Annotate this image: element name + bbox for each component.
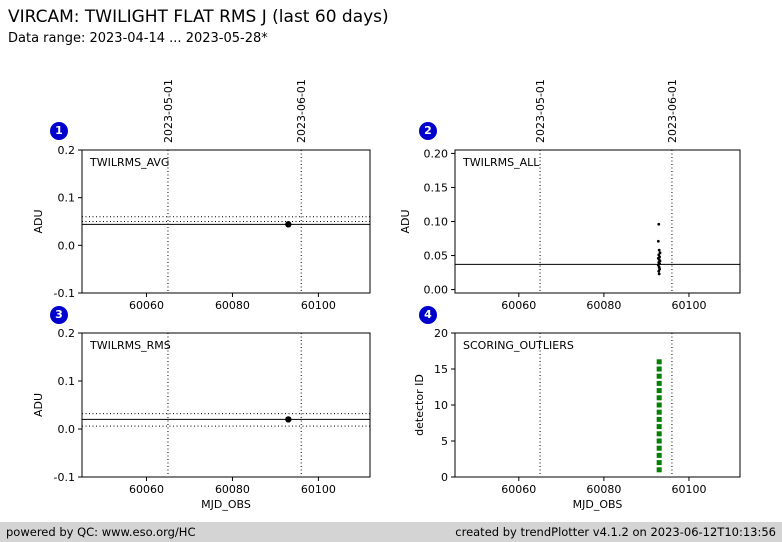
footer-created-by: created by trendPlotter v4.1.2 on 2023-0…: [455, 525, 776, 539]
outlier-marker: [656, 388, 662, 394]
data-point: [656, 239, 660, 243]
x-tick-label: 60060: [501, 299, 536, 312]
outlier-marker: [656, 380, 662, 386]
y-tick-label: -0.1: [54, 471, 75, 484]
x-tick-label: 60060: [129, 483, 164, 496]
y-tick-label: 10: [434, 399, 448, 412]
y-tick-label: 15: [434, 363, 448, 376]
outlier-marker: [656, 402, 662, 408]
outlier-marker: [656, 424, 662, 430]
footer-bar: powered by QC: www.eso.org/HC created by…: [0, 522, 782, 542]
panel-series-label: SCORING_OUTLIERS: [463, 339, 574, 352]
data-point: [657, 222, 661, 226]
y-tick-label: 0.0: [58, 239, 76, 252]
y-axis-label: ADU: [32, 209, 45, 233]
footer-powered-by: powered by QC: www.eso.org/HC: [6, 525, 196, 539]
y-tick-label: 0.0: [58, 423, 76, 436]
y-tick-label: 0.00: [424, 284, 449, 297]
x-axis-label: MJD_OBS: [201, 498, 251, 511]
y-tick-label: 0.15: [424, 181, 449, 194]
plot-frame: [454, 149, 741, 294]
data-point: [657, 272, 661, 276]
y-tick-label: 0.2: [58, 327, 76, 340]
x-tick-label: 60080: [586, 483, 621, 496]
panel-series-label: TWILRMS_RMS: [89, 339, 171, 352]
panel-4-badge[interactable]: 4: [419, 306, 437, 324]
panel-4: 60060 60080 60100 0 5 10 15 20 detector ID MJD_OB…: [413, 327, 741, 511]
x-tick-label: 60060: [501, 483, 536, 496]
x-tick-label: 60100: [301, 483, 336, 496]
y-tick-label: 20: [434, 327, 448, 340]
date-label: 2023-06-01: [295, 79, 308, 143]
x-tick-label: 60100: [301, 299, 336, 312]
x-tick-label: 60100: [671, 299, 706, 312]
panel-3: 60060 60080 60100 -0.1 0.0 0.1 0.2 ADU MJD_OBS TW…: [32, 327, 371, 511]
date-label: 2023-06-01: [666, 79, 679, 143]
y-tick-label: 0.10: [424, 216, 449, 229]
plot-frame: [454, 332, 741, 478]
y-tick-label: 0.20: [424, 147, 449, 160]
date-label: 2023-05-01: [162, 79, 175, 143]
panel-1: 2023-05-01 2023-06-01 60060 60080 60100 -0.1 0…: [32, 79, 371, 312]
y-axis-label: ADU: [32, 393, 45, 417]
data-point: [657, 248, 661, 252]
y-tick-label: 0.05: [424, 250, 449, 263]
plots-canvas: 2023-05-01 2023-06-01 60060 60080 60100 -0.1 0…: [32, 79, 741, 511]
y-tick-label: 0.1: [58, 192, 76, 205]
y-axis-label: ADU: [399, 209, 412, 233]
date-range-subtitle: Data range: 2023-04-14 ... 2023-05-28*: [8, 31, 268, 46]
y-tick-label: 0: [441, 471, 448, 484]
outlier-marker: [656, 438, 662, 444]
outlier-marker: [656, 452, 662, 458]
outlier-marker: [656, 467, 662, 473]
header: VIRCAM: TWILIGHT FLAT RMS J (last 60 day…: [8, 6, 389, 47]
data-point: [657, 269, 661, 273]
plot-frame: [81, 332, 371, 478]
panel-series-label: TWILRMS_ALL: [462, 156, 540, 169]
panel-3-badge[interactable]: 3: [50, 306, 68, 324]
outlier-marker: [656, 460, 662, 466]
outlier-marker: [656, 366, 662, 372]
outlier-marker: [656, 416, 662, 422]
x-tick-label: 60100: [671, 483, 706, 496]
outlier-marker: [656, 409, 662, 415]
y-tick-label: 0.1: [58, 375, 76, 388]
panel-2: 2023-05-01 2023-06-01 60060 60080 60100 0.00 0…: [399, 79, 741, 312]
x-tick-label: 60080: [586, 299, 621, 312]
x-tick-label: 60060: [129, 299, 164, 312]
y-tick-label: -0.1: [54, 287, 75, 300]
outlier-marker: [656, 373, 662, 379]
data-point: [658, 251, 662, 255]
y-tick-label: 0.2: [58, 144, 76, 157]
x-tick-label: 60080: [215, 299, 250, 312]
x-tick-label: 60080: [215, 483, 250, 496]
data-point: [285, 416, 292, 423]
y-axis-label: detector ID: [413, 374, 426, 436]
y-tick-label: 5: [441, 435, 448, 448]
panel-2-badge[interactable]: 2: [419, 122, 437, 140]
date-label: 2023-05-01: [534, 79, 547, 143]
x-axis-label: MJD_OBS: [573, 498, 623, 511]
outlier-marker: [656, 431, 662, 437]
outlier-marker: [656, 445, 662, 451]
data-point: [285, 221, 292, 228]
outlier-marker: [656, 359, 662, 365]
outlier-marker: [656, 395, 662, 401]
plot-frame: [81, 149, 371, 294]
page-title: VIRCAM: TWILIGHT FLAT RMS J (last 60 day…: [8, 7, 389, 27]
panel-series-label: TWILRMS_AVG: [89, 156, 169, 169]
panel-1-badge[interactable]: 1: [50, 122, 68, 140]
